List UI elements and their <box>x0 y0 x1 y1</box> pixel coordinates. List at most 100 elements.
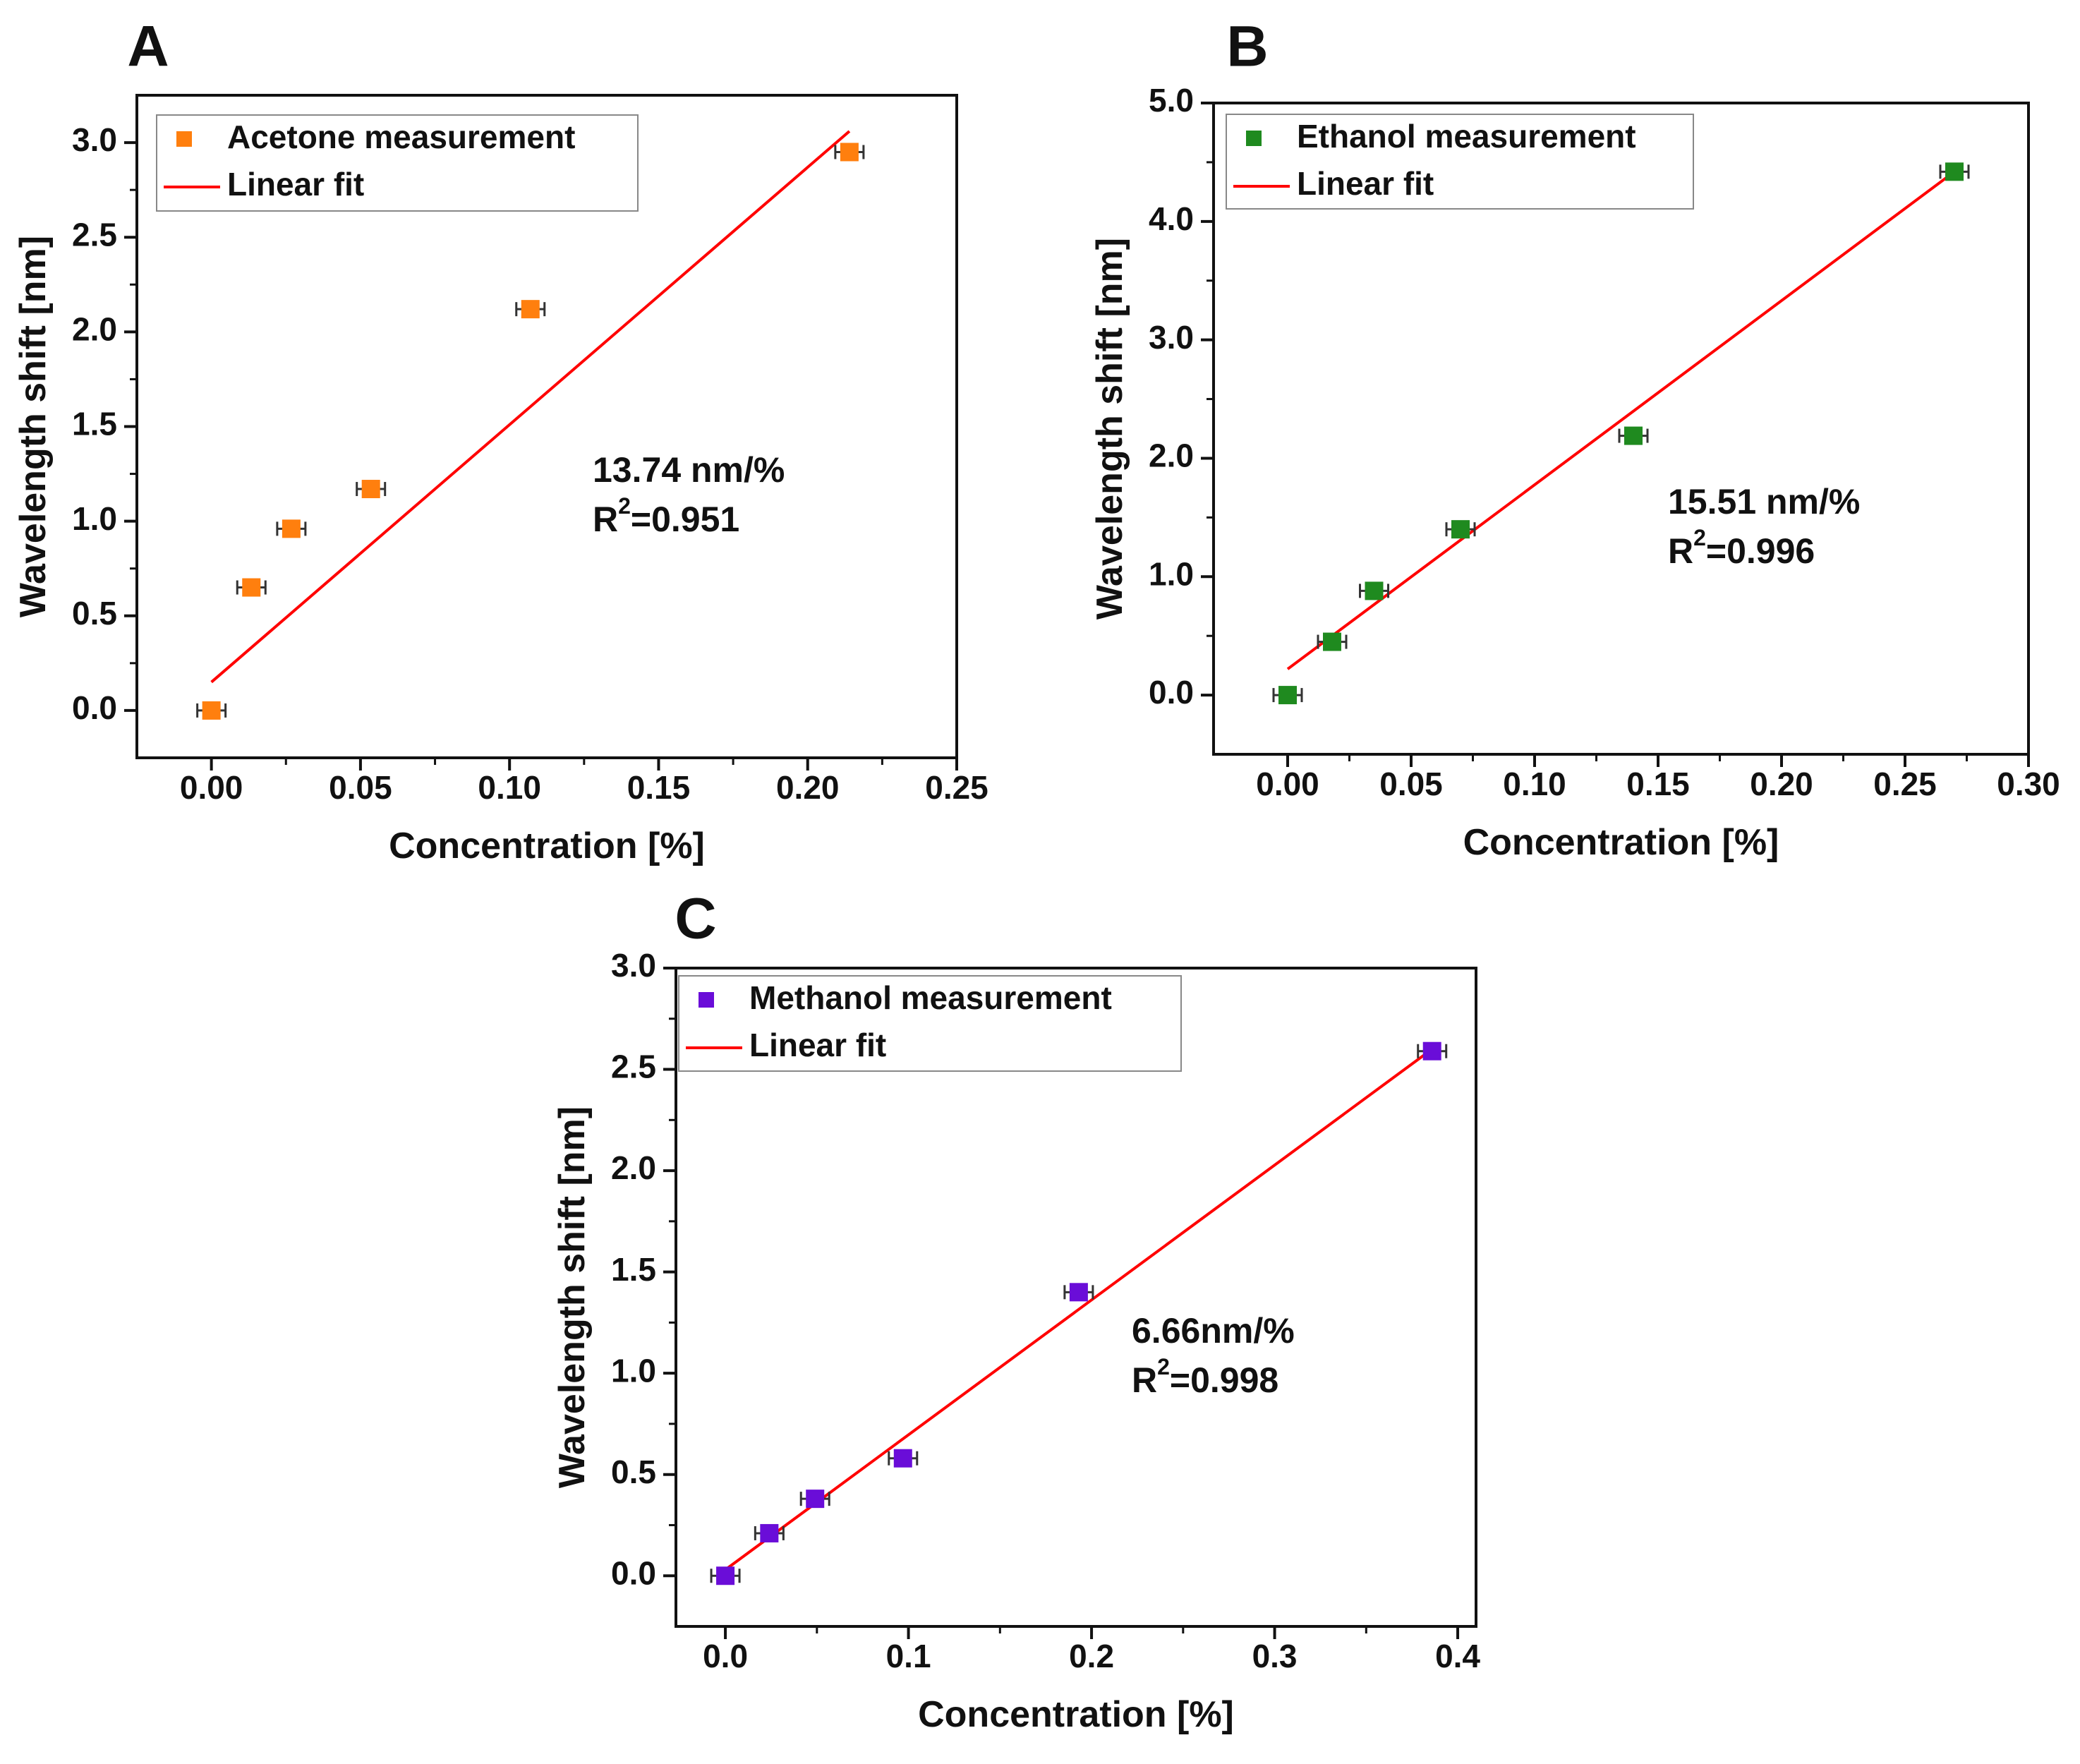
sensitivity-annotation: 6.66nm/% <box>1132 1311 1295 1351</box>
x-axis-label: Concentration [%] <box>1463 822 1779 863</box>
data-point <box>521 300 540 319</box>
legend-marker <box>176 131 192 147</box>
panel-letter: A <box>127 15 169 79</box>
data-point <box>1945 162 1964 181</box>
linear-fit-line <box>1286 170 1956 670</box>
data-point <box>1278 686 1297 705</box>
r-squared-superscript: 2 <box>618 493 631 519</box>
legend-marker <box>699 992 714 1008</box>
legend-box <box>1226 114 1694 210</box>
y-tick-label: 1.5 <box>611 1251 656 1288</box>
y-tick-label: 5.0 <box>1149 82 1194 119</box>
y-tick-label: 2.0 <box>1149 437 1194 474</box>
r-squared-value: =0.996 <box>1706 531 1815 571</box>
r-squared-superscript: 2 <box>1693 525 1706 550</box>
r-squared-annotation: R2=0.951 <box>593 493 739 539</box>
y-tick-label: 1.0 <box>1149 555 1194 592</box>
y-tick-label: 2.0 <box>611 1149 656 1186</box>
x-tick-label: 0.25 <box>1873 766 1937 802</box>
chart-panel-c: C 0.0 0.1 0.2 0.3 0.4 0.0 0.5 1.0 1.5 2.0 2.5 3.0 Con… <box>552 887 1480 1735</box>
y-tick-label: 0.0 <box>72 689 117 726</box>
linear-fit-line <box>724 1048 1433 1571</box>
y-tick-label: 1.0 <box>72 500 117 537</box>
r-squared-value: =0.951 <box>631 500 739 539</box>
legend-marker <box>1246 131 1262 146</box>
y-tick-label: 1.0 <box>611 1352 656 1389</box>
data-point <box>1323 632 1341 651</box>
y-tick-label: 2.0 <box>72 311 117 348</box>
data-point <box>361 480 380 499</box>
y-tick-label: 3.0 <box>611 947 656 984</box>
sensitivity-annotation: 15.51 nm/% <box>1668 482 1860 521</box>
legend-label-measurement: Ethanol measurement <box>1297 118 1636 155</box>
y-tick-label: 2.5 <box>611 1049 656 1085</box>
x-tick-label: 0.20 <box>1750 766 1813 802</box>
data-point <box>893 1449 912 1468</box>
data-point <box>202 701 221 720</box>
r-squared-annotation: R2=0.996 <box>1668 525 1815 571</box>
chart-panel-a: A 0.00 0.05 0.10 0.15 0.20 0.25 0.0 0.5 1.0 1.5 2.0… <box>13 15 988 866</box>
y-tick-label: 3.0 <box>72 121 117 158</box>
r-squared-prefix: R <box>1668 531 1693 571</box>
data-point <box>1422 1041 1441 1061</box>
data-point <box>840 143 859 162</box>
x-tick-label: 0.0 <box>703 1638 748 1674</box>
data-point <box>806 1490 825 1509</box>
legend-box <box>678 975 1182 1072</box>
chart-panel-b: B 0.00 0.05 0.10 0.15 0.20 0.25 0.30 0.0 1.0 2.0 3.… <box>1089 15 2060 863</box>
x-tick-label: 0.00 <box>180 769 243 806</box>
x-tick-label: 0.3 <box>1252 1638 1298 1674</box>
x-tick-label: 0.1 <box>886 1638 931 1674</box>
x-tick-label: 0.30 <box>1997 766 2060 802</box>
x-tick-label: 0.25 <box>925 769 988 806</box>
x-tick-label: 0.05 <box>329 769 392 806</box>
y-tick-label: 0.5 <box>611 1454 656 1490</box>
y-tick-label: 2.5 <box>72 216 117 253</box>
data-point <box>1069 1283 1088 1302</box>
plot-frame <box>675 967 1477 1628</box>
y-axis-label: Wavelength shift [nm] <box>1089 238 1130 620</box>
sensitivity-annotation: 13.74 nm/% <box>593 450 785 490</box>
x-tick-label: 0.2 <box>1069 1638 1114 1674</box>
x-tick-label: 0.00 <box>1256 766 1319 802</box>
data-point <box>716 1566 735 1585</box>
x-tick-label: 0.10 <box>478 769 541 806</box>
legend-label-fit: Linear fit <box>749 1027 886 1063</box>
x-tick-label: 0.20 <box>776 769 840 806</box>
y-tick-label: 0.0 <box>1149 674 1194 711</box>
data-point <box>1365 581 1384 600</box>
x-tick-label: 0.10 <box>1503 766 1566 802</box>
x-tick-label: 0.05 <box>1379 766 1443 802</box>
legend-label-measurement: Methanol measurement <box>749 979 1112 1016</box>
x-tick-label: 0.4 <box>1435 1638 1480 1674</box>
legend-label-measurement: Acetone measurement <box>227 119 575 155</box>
x-tick-label: 0.15 <box>627 769 691 806</box>
data-point <box>242 578 261 597</box>
data-point <box>1624 426 1643 445</box>
r-squared-value: =0.998 <box>1170 1360 1278 1400</box>
legend-label-fit: Linear fit <box>1297 165 1434 202</box>
y-axis-label: Wavelength shift [nm] <box>552 1106 593 1488</box>
data-point <box>760 1523 779 1542</box>
linear-fit-line <box>210 130 851 684</box>
y-axis-label: Wavelength shift [nm] <box>13 236 54 617</box>
panel-letter: C <box>675 887 716 951</box>
y-tick-label: 1.5 <box>72 406 117 442</box>
x-axis-label: Concentration [%] <box>389 826 705 866</box>
y-tick-label: 0.0 <box>611 1554 656 1591</box>
r-squared-prefix: R <box>1132 1360 1157 1400</box>
r-squared-superscript: 2 <box>1157 1354 1170 1379</box>
legend-label-fit: Linear fit <box>227 166 364 203</box>
y-tick-label: 3.0 <box>1149 319 1194 356</box>
x-tick-label: 0.15 <box>1626 766 1690 802</box>
plot-frame <box>1212 102 2030 756</box>
r-squared-annotation: R2=0.998 <box>1132 1354 1278 1400</box>
panel-letter: B <box>1226 15 1268 79</box>
y-tick-label: 4.0 <box>1149 200 1194 237</box>
x-axis-label: Concentration [%] <box>918 1694 1234 1735</box>
y-tick-label: 0.5 <box>72 595 117 632</box>
data-point <box>282 519 301 538</box>
legend-box <box>156 114 639 212</box>
data-point <box>1451 520 1470 539</box>
